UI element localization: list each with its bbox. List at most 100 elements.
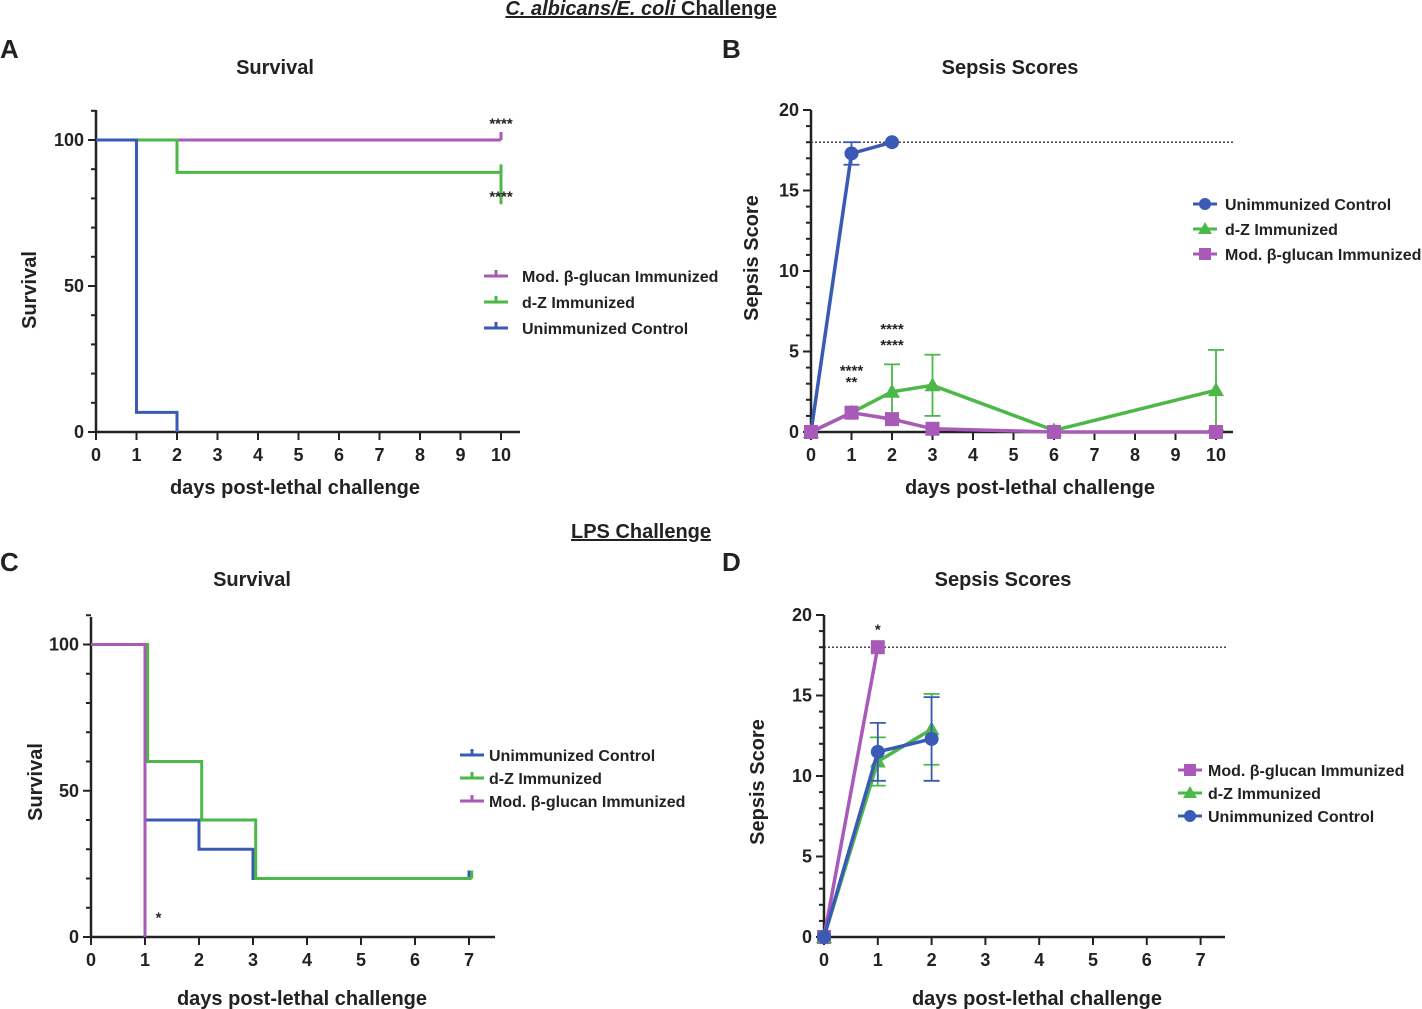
section-title-top: C. albicans/E. coli Challenge xyxy=(505,0,776,20)
x-tick-label: 10 xyxy=(491,445,511,465)
x-tick-label: 5 xyxy=(356,950,366,970)
x-tick-label: 5 xyxy=(293,445,303,465)
legend-item: d-Z Immunized xyxy=(1193,222,1338,239)
panel-c: C Survival days post-lethal challenge Survi… xyxy=(0,547,685,1009)
y-axis-label: Survival xyxy=(25,743,47,821)
y-tick-label: 10 xyxy=(792,766,812,786)
legend-marker xyxy=(1198,222,1212,234)
y-axis-label: Sepsis Score xyxy=(747,719,769,845)
x-tick-label: 3 xyxy=(212,445,222,465)
y-tick-label: 50 xyxy=(64,276,84,296)
data-point xyxy=(1047,425,1061,439)
x-tick-label: 3 xyxy=(927,445,937,465)
legend-label: d-Z Immunized xyxy=(1225,222,1338,239)
x-tick-label: 4 xyxy=(253,445,263,465)
survival-step-line xyxy=(91,643,147,937)
y-tick-label: 0 xyxy=(802,927,812,947)
legend-item: Unimmunized Control xyxy=(460,748,655,765)
series-mod-glucan-immunized xyxy=(804,405,1223,439)
data-point xyxy=(844,146,859,161)
y-tick-label: 10 xyxy=(779,261,799,281)
x-tick-label: 1 xyxy=(140,950,150,970)
y-tick-label: 0 xyxy=(69,927,79,947)
y-tick-label: 5 xyxy=(802,847,812,867)
significance-annotation: * xyxy=(156,909,162,926)
legend-label: Mod. β-glucan Immunized xyxy=(522,269,718,286)
legend-item: d-Z Immunized xyxy=(1178,786,1321,803)
x-tick-label: 0 xyxy=(91,445,101,465)
significance-annotation: ** xyxy=(846,374,858,391)
significance-annotation: **** xyxy=(880,337,904,354)
panel-title: Sepsis Scores xyxy=(935,569,1072,591)
x-tick-label: 6 xyxy=(1049,445,1059,465)
x-axis-label: days post-lethal challenge xyxy=(912,988,1162,1009)
series-unimmunized-control xyxy=(817,696,940,944)
x-tick-label: 7 xyxy=(1196,950,1206,970)
x-axis-label: days post-lethal challenge xyxy=(177,988,427,1009)
legend-label: Mod. β-glucan Immunized xyxy=(489,794,685,811)
x-tick-label: 9 xyxy=(455,445,465,465)
legend-label: Unimmunized Control xyxy=(1225,197,1391,214)
legend-item: Unimmunized Control xyxy=(1193,197,1391,214)
x-axis-label: days post-lethal challenge xyxy=(905,477,1155,499)
x-tick-label: 3 xyxy=(248,950,258,970)
x-tick-label: 9 xyxy=(1170,445,1180,465)
series-d-z-immunized xyxy=(91,643,474,880)
section-title-bottom: LPS Challenge xyxy=(571,521,711,543)
x-tick-label: 6 xyxy=(410,950,420,970)
data-point xyxy=(804,425,818,439)
legend-marker xyxy=(1199,248,1211,260)
x-tick-label: 2 xyxy=(194,950,204,970)
x-tick-label: 1 xyxy=(846,445,856,465)
legend-item: Mod. β-glucan Immunized xyxy=(1178,763,1404,780)
data-point xyxy=(884,383,900,398)
series-unimmunized-control xyxy=(96,138,179,432)
y-tick-label: 15 xyxy=(792,686,812,706)
y-tick-label: 100 xyxy=(49,635,79,655)
data-point xyxy=(870,744,885,759)
series-line xyxy=(810,383,1217,434)
data-point xyxy=(1208,382,1224,397)
series-line xyxy=(822,646,880,938)
legend-label: d-Z Immunized xyxy=(522,295,635,312)
legend-item: Unimmunized Control xyxy=(1178,809,1374,826)
data-point xyxy=(885,135,899,150)
legend-label: Mod. β-glucan Immunized xyxy=(1225,247,1421,264)
data-point xyxy=(885,412,899,427)
panel-title: Sepsis Scores xyxy=(942,57,1079,79)
x-tick-label: 0 xyxy=(819,950,829,970)
x-tick-label: 3 xyxy=(980,950,990,970)
x-tick-label: 1 xyxy=(131,445,141,465)
y-tick-label: 20 xyxy=(792,605,812,625)
legend-item: Mod. β-glucan Immunized xyxy=(1193,247,1421,264)
panel-b: B Sepsis Scores days post-lethal challenge… xyxy=(722,34,1421,499)
x-tick-label: 0 xyxy=(806,445,816,465)
panel-label: C xyxy=(0,547,19,577)
data-point xyxy=(924,377,941,392)
y-tick-label: 50 xyxy=(59,781,79,801)
series-d-z-immunized xyxy=(803,348,1224,438)
panel-title: Survival xyxy=(213,569,291,591)
significance-annotation: **** xyxy=(489,115,513,132)
series-mod-glucan-immunized xyxy=(817,640,885,944)
panel-label: A xyxy=(0,34,19,64)
legend-marker xyxy=(1199,198,1211,210)
x-tick-label: 0 xyxy=(86,950,96,970)
series-unimmunized-control xyxy=(804,135,899,439)
x-tick-label: 7 xyxy=(464,950,474,970)
legend-item: Unimmunized Control xyxy=(484,321,688,338)
x-tick-label: 2 xyxy=(887,445,897,465)
data-point xyxy=(1209,425,1223,439)
legend-item: d-Z Immunized xyxy=(484,295,635,312)
x-tick-label: 4 xyxy=(1034,950,1044,970)
legend-label: Unimmunized Control xyxy=(522,321,688,338)
x-tick-label: 2 xyxy=(172,445,182,465)
x-tick-label: 10 xyxy=(1206,445,1226,465)
survival-step-line xyxy=(91,643,472,880)
legend-label: Unimmunized Control xyxy=(489,748,655,765)
y-tick-label: 0 xyxy=(789,422,799,442)
series-mod-glucan-immunized xyxy=(91,643,147,937)
y-tick-label: 100 xyxy=(54,130,84,150)
x-tick-label: 8 xyxy=(1130,445,1140,465)
